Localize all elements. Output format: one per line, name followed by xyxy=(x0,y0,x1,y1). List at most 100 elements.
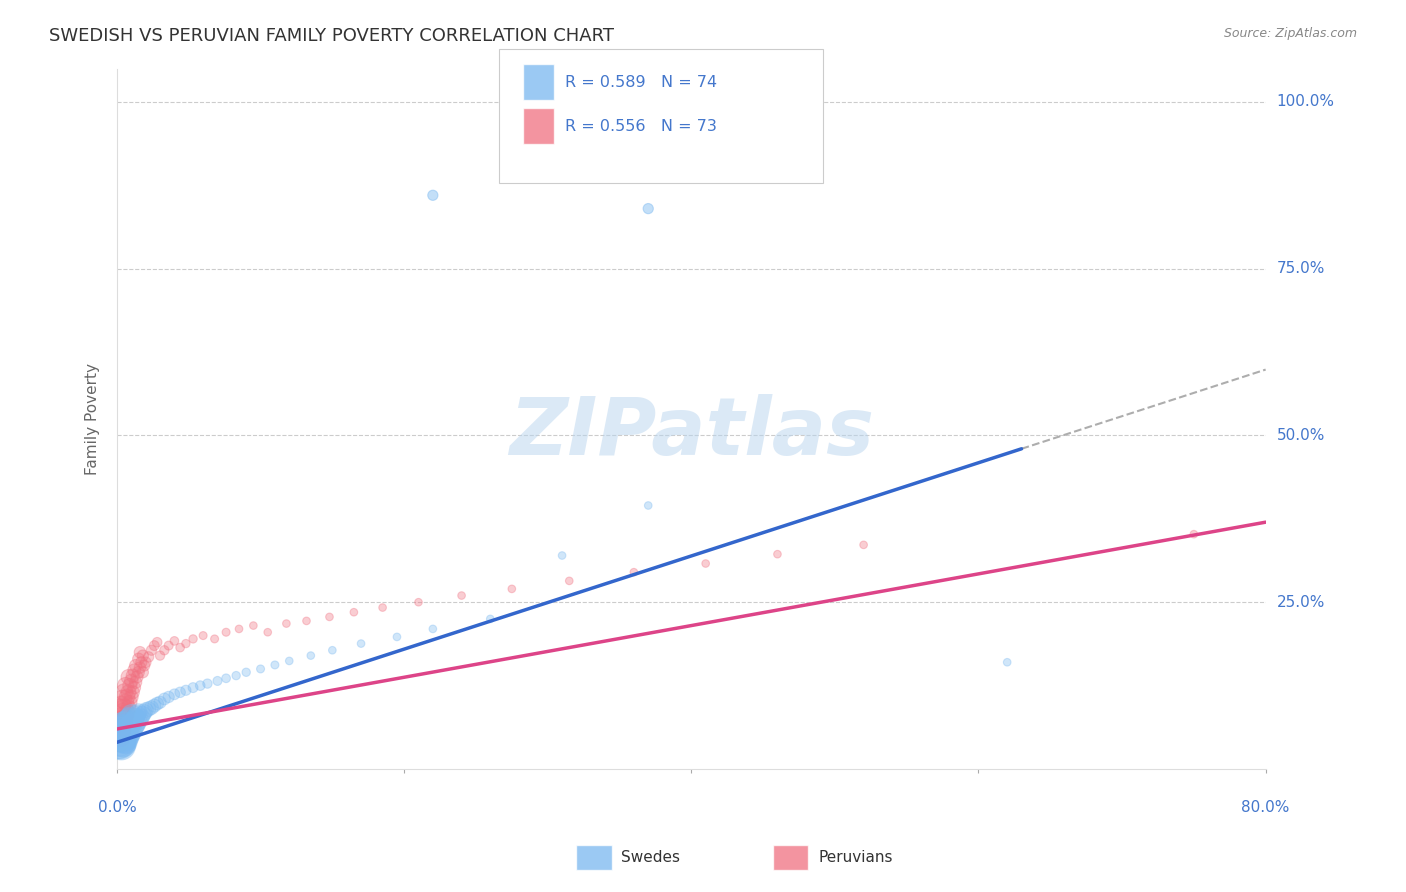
Point xyxy=(115,690,138,704)
Text: 100.0%: 100.0% xyxy=(1277,95,1334,110)
Point xyxy=(120,673,142,688)
Point xyxy=(118,710,141,724)
Text: ZIPatlas: ZIPatlas xyxy=(509,393,873,472)
Point xyxy=(120,690,142,704)
Point xyxy=(143,698,166,713)
Point xyxy=(371,600,394,615)
Point xyxy=(146,697,169,711)
Point xyxy=(117,730,139,744)
Point xyxy=(128,706,150,720)
Point xyxy=(107,718,129,732)
Point xyxy=(149,695,172,709)
Point xyxy=(112,725,135,739)
Point xyxy=(122,663,145,677)
Point xyxy=(128,714,150,728)
Point xyxy=(108,734,131,748)
Point xyxy=(110,727,132,741)
Point xyxy=(295,614,318,628)
Point xyxy=(174,637,197,651)
Point xyxy=(108,737,131,751)
Point xyxy=(129,645,152,659)
Point xyxy=(134,706,156,720)
Point xyxy=(135,655,157,669)
Point xyxy=(131,710,153,724)
Point xyxy=(114,695,136,709)
Point xyxy=(385,630,408,644)
Point xyxy=(118,718,141,732)
Point xyxy=(174,683,197,698)
Point xyxy=(117,721,139,735)
Point xyxy=(110,710,132,724)
Point xyxy=(110,730,132,744)
Point xyxy=(108,702,131,716)
Point xyxy=(115,723,138,738)
Point xyxy=(107,734,129,748)
Point xyxy=(122,712,145,726)
Point xyxy=(112,716,135,731)
Point xyxy=(124,718,146,732)
Point xyxy=(120,725,142,739)
Point xyxy=(125,716,148,731)
Point xyxy=(204,632,226,646)
Point xyxy=(450,589,472,603)
Y-axis label: Family Poverty: Family Poverty xyxy=(86,363,100,475)
Point xyxy=(110,698,132,713)
Point xyxy=(114,727,136,741)
Point xyxy=(141,700,163,714)
Text: 80.0%: 80.0% xyxy=(1241,799,1289,814)
Point xyxy=(125,707,148,722)
Point xyxy=(114,735,136,749)
Point xyxy=(124,710,146,724)
Point xyxy=(112,685,135,699)
Point xyxy=(637,202,659,216)
Point xyxy=(169,640,191,655)
Point xyxy=(299,648,322,663)
Point xyxy=(120,716,142,731)
Point xyxy=(225,668,247,682)
Text: R = 0.589   N = 74: R = 0.589 N = 74 xyxy=(565,75,717,89)
Point xyxy=(131,655,153,669)
Point xyxy=(118,695,141,709)
Point xyxy=(122,721,145,735)
Point xyxy=(207,673,229,688)
Point xyxy=(149,648,172,663)
Point xyxy=(118,727,141,741)
Point xyxy=(242,618,264,632)
Point xyxy=(134,658,156,673)
Point xyxy=(115,731,138,746)
Point xyxy=(114,718,136,732)
Text: R = 0.556   N = 73: R = 0.556 N = 73 xyxy=(565,119,717,134)
Point xyxy=(132,665,155,680)
Point xyxy=(110,725,132,739)
Point xyxy=(422,188,444,202)
Point xyxy=(107,735,129,749)
Point xyxy=(215,671,238,685)
Point xyxy=(157,639,180,653)
Point xyxy=(121,685,143,699)
Text: SWEDISH VS PERUVIAN FAMILY POVERTY CORRELATION CHART: SWEDISH VS PERUVIAN FAMILY POVERTY CORRE… xyxy=(49,27,614,45)
Point xyxy=(343,605,366,619)
Point xyxy=(501,582,523,596)
Point xyxy=(766,547,789,561)
Text: Peruvians: Peruvians xyxy=(818,850,893,864)
Point xyxy=(114,710,136,724)
Point xyxy=(141,643,163,657)
Point xyxy=(115,706,138,720)
Point xyxy=(135,703,157,717)
Point xyxy=(111,718,134,732)
Point xyxy=(125,670,148,684)
Point xyxy=(153,692,176,706)
Point xyxy=(124,675,146,690)
Point xyxy=(1182,527,1205,541)
Point xyxy=(121,668,143,682)
Point xyxy=(995,655,1018,669)
Text: Source: ZipAtlas.com: Source: ZipAtlas.com xyxy=(1223,27,1357,40)
Point xyxy=(108,714,131,728)
Point xyxy=(623,565,645,579)
Point xyxy=(852,538,875,552)
Point xyxy=(153,643,176,657)
Point xyxy=(228,622,250,636)
Point xyxy=(111,723,134,738)
Point xyxy=(117,685,139,699)
Point xyxy=(111,731,134,746)
